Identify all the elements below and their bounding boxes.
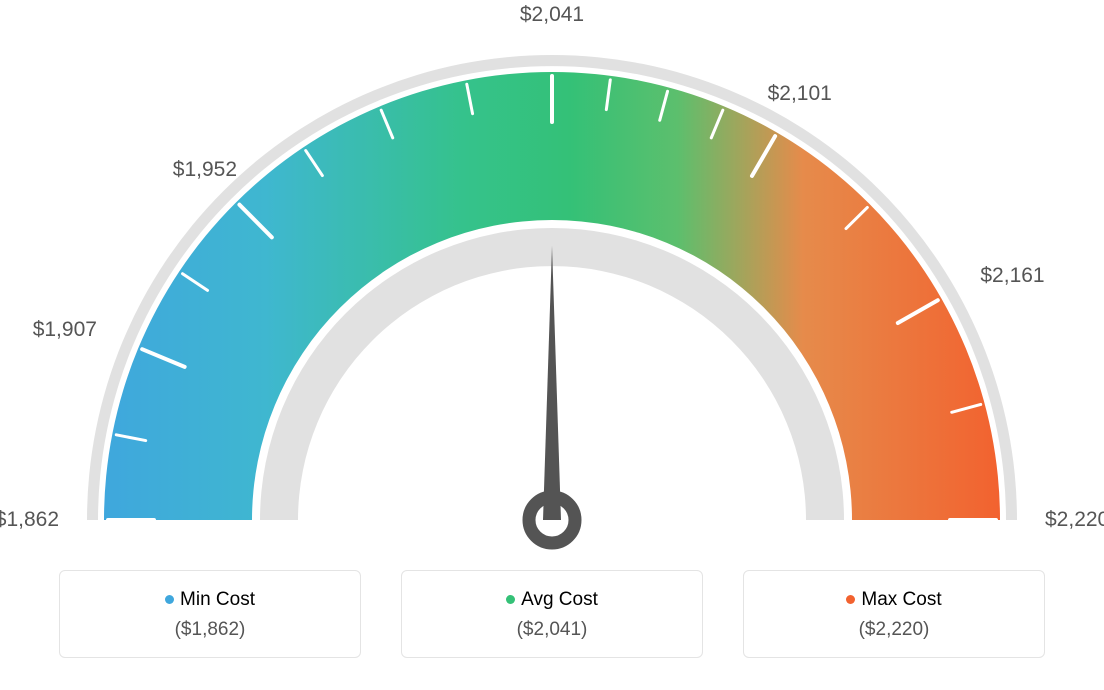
dot-max	[846, 595, 855, 604]
legend-value-avg: ($2,041)	[402, 619, 702, 641]
legend-card-avg: Avg Cost ($2,041)	[401, 570, 703, 658]
gauge-tick-label: $1,862	[0, 508, 59, 532]
dot-avg	[506, 595, 515, 604]
legend-row: Min Cost ($1,862) Avg Cost ($2,041) Max …	[0, 570, 1104, 658]
dot-min	[165, 595, 174, 604]
gauge-tick-label: $2,101	[768, 82, 832, 106]
legend-title-min-text: Min Cost	[180, 589, 255, 610]
legend-title-avg-text: Avg Cost	[521, 589, 598, 610]
legend-title-max: Max Cost	[744, 589, 1044, 611]
legend-title-max-text: Max Cost	[861, 589, 941, 610]
gauge-tick-label: $2,041	[520, 3, 584, 27]
legend-value-max: ($2,220)	[744, 619, 1044, 641]
legend-title-avg: Avg Cost	[402, 589, 702, 611]
gauge-svg	[0, 0, 1104, 560]
legend-card-max: Max Cost ($2,220)	[743, 570, 1045, 658]
gauge-tick-label: $2,161	[980, 264, 1044, 288]
gauge-tick-label: $1,952	[173, 158, 237, 182]
legend-title-min: Min Cost	[60, 589, 360, 611]
gauge-tick-label: $2,220	[1045, 508, 1104, 532]
legend-value-min: ($1,862)	[60, 619, 360, 641]
legend-card-min: Min Cost ($1,862)	[59, 570, 361, 658]
gauge-tick-label: $1,907	[33, 318, 97, 342]
gauge-chart: $1,862 $1,907 $1,952 $2,041 $2,101 $2,161 $2,2…	[0, 0, 1104, 560]
